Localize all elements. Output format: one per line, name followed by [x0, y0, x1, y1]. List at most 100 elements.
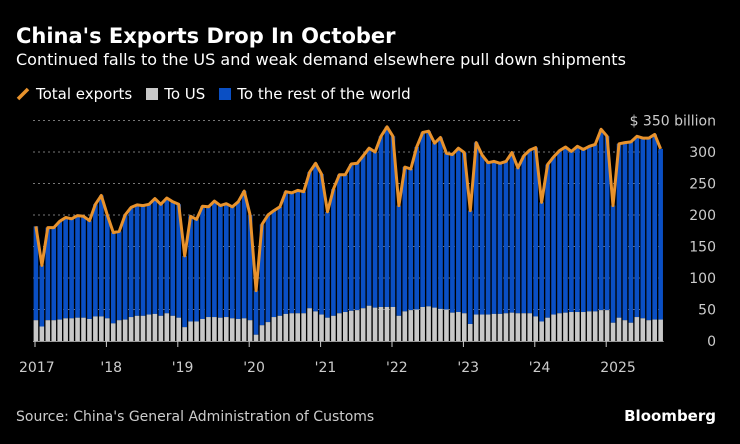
bar-rest-of-world: [319, 174, 324, 315]
bar-rest-of-world: [45, 227, 51, 321]
bar-rest-of-world: [360, 155, 366, 309]
bar-rest-of-world: [241, 191, 247, 319]
bar-rest-of-world: [75, 215, 80, 318]
bar-rest-of-world: [581, 149, 586, 313]
bar-to-us: [105, 318, 110, 341]
bar-to-us: [652, 319, 657, 341]
bar-rest-of-world: [259, 224, 265, 326]
bar-to-us: [75, 317, 80, 341]
y-tick-label: 50: [698, 303, 716, 319]
bar-rest-of-world: [586, 146, 592, 312]
bar-to-us: [402, 311, 408, 341]
legend-item-us: To US: [146, 85, 205, 103]
bar-to-us: [634, 317, 640, 341]
bar-rest-of-world: [57, 221, 62, 320]
bar-rest-of-world: [176, 204, 181, 318]
rest-swatch-icon: [219, 88, 232, 100]
bar-rest-of-world: [426, 131, 431, 307]
bar-rest-of-world: [390, 136, 396, 307]
bar-to-us: [515, 313, 521, 341]
bar-to-us: [116, 320, 122, 341]
bar-to-us: [479, 314, 485, 341]
us-swatch-icon: [146, 88, 159, 100]
bar-to-us: [467, 323, 473, 341]
bar-to-us: [253, 334, 259, 341]
bar-to-us: [93, 316, 98, 341]
bar-to-us: [39, 326, 45, 341]
bar-to-us: [366, 305, 372, 341]
bar-rest-of-world: [450, 154, 455, 313]
bar-rest-of-world: [503, 161, 509, 314]
legend-label-rest: To the rest of the world: [237, 85, 411, 103]
bar-rest-of-world: [366, 148, 372, 306]
bar-to-us: [563, 312, 568, 341]
bar-to-us: [206, 317, 211, 341]
bar-rest-of-world: [93, 204, 98, 317]
bar-rest-of-world: [325, 211, 330, 318]
bar-to-us: [497, 313, 503, 341]
bar-rest-of-world: [557, 150, 562, 314]
bar-rest-of-world: [182, 255, 187, 328]
bar-to-us: [45, 320, 51, 341]
bar-to-us: [658, 319, 663, 341]
y-tick-label: $ 350 billion: [630, 114, 716, 130]
bar-to-us: [33, 320, 39, 341]
bar-to-us: [610, 322, 616, 341]
bar-rest-of-world: [462, 152, 467, 314]
bar-rest-of-world: [432, 143, 437, 308]
bar-rest-of-world: [604, 136, 610, 311]
bar-rest-of-world: [563, 146, 568, 313]
bar-to-us: [575, 312, 580, 341]
bar-to-us: [444, 309, 449, 341]
line-swatch-icon: [16, 87, 30, 101]
bar-rest-of-world: [420, 132, 425, 307]
bar-rest-of-world: [634, 136, 640, 318]
bar-rest-of-world: [200, 206, 205, 319]
bar-rest-of-world: [331, 189, 336, 316]
bar-to-us: [414, 309, 419, 341]
legend-label-total: Total exports: [36, 85, 133, 103]
bar-rest-of-world: [87, 220, 92, 319]
bar-rest-of-world: [569, 151, 574, 313]
bar-to-us: [283, 313, 289, 341]
legend-label-us: To US: [164, 85, 206, 103]
bar-to-us: [51, 320, 57, 341]
bar-to-us: [247, 320, 253, 341]
bar-to-us: [384, 306, 390, 341]
bar-rest-of-world: [652, 134, 657, 320]
bar-rest-of-world: [646, 138, 652, 321]
bar-to-us: [408, 310, 414, 341]
bar-to-us: [343, 312, 348, 341]
bar-to-us: [354, 310, 360, 341]
bar-to-us: [456, 312, 461, 341]
bar-rest-of-world: [384, 126, 390, 307]
bar-rest-of-world: [152, 198, 158, 314]
bar-to-us: [194, 321, 199, 341]
bar-to-us: [378, 306, 384, 341]
bar-rest-of-world: [456, 148, 461, 313]
bar-rest-of-world: [69, 218, 74, 319]
bar-rest-of-world: [467, 210, 473, 324]
bar-rest-of-world: [39, 265, 45, 327]
bar-rest-of-world: [63, 217, 68, 319]
bar-rest-of-world: [140, 205, 146, 316]
bar-rest-of-world: [521, 155, 527, 314]
bar-rest-of-world: [497, 163, 503, 314]
bar-rest-of-world: [158, 204, 164, 316]
bar-rest-of-world: [206, 206, 211, 318]
bar-rest-of-world: [372, 152, 378, 308]
bar-to-us: [372, 307, 378, 341]
bar-to-us: [581, 312, 586, 341]
y-tick-label: 0: [707, 334, 716, 350]
bar-to-us: [81, 317, 86, 341]
bar-to-us: [503, 313, 509, 341]
bar-to-us: [110, 323, 116, 341]
bar-to-us: [325, 317, 330, 341]
bar-rest-of-world: [545, 164, 550, 318]
bar-to-us: [337, 313, 342, 341]
bar-rest-of-world: [224, 203, 229, 318]
bar-to-us: [146, 314, 152, 341]
bar-to-us: [229, 318, 235, 341]
bar-rest-of-world: [444, 153, 449, 310]
